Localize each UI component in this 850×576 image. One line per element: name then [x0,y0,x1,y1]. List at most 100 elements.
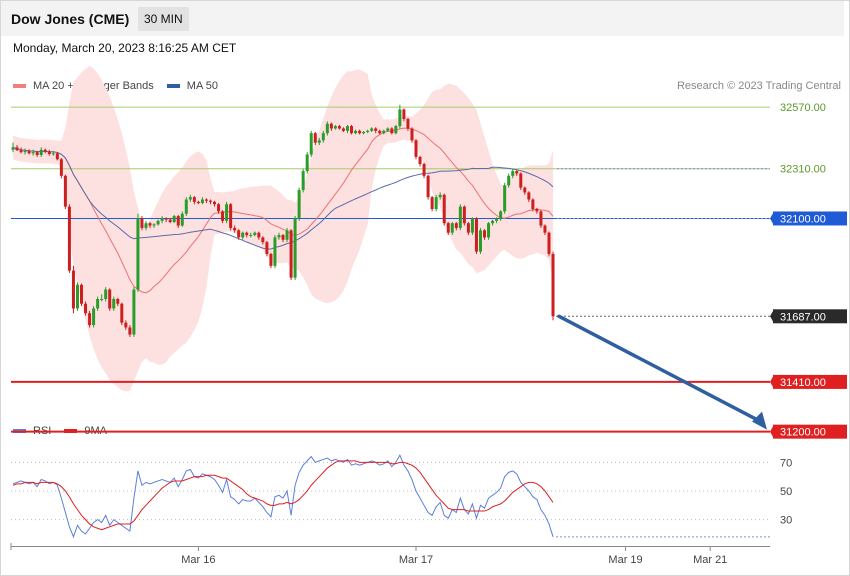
candle-body [128,327,132,335]
candle-body [466,223,470,233]
series-line-RSI [12,454,554,539]
candle-body [531,199,535,209]
candle-body [237,230,241,238]
candle-body [495,218,499,221]
candle-body [148,223,152,226]
candle-body [180,213,184,226]
candle-body [88,313,92,326]
candle-body [225,204,229,221]
last-price-pointer [770,309,774,324]
candle-body [253,232,257,236]
candle-body [67,206,71,271]
candle-body [446,223,450,233]
x-tick-label-mar-19: Mar 19 [608,554,642,566]
candle-body [188,197,192,200]
candle-body [184,199,188,214]
candle-body [410,128,414,141]
level-label-32570.00: 32570.00 [780,102,826,114]
candle-body [543,225,547,233]
candle-body [539,211,543,226]
candle-body [43,149,47,152]
candle-body [269,254,273,266]
level-tag-pointer [770,374,774,389]
candle-body [31,152,35,154]
ma20-line [12,127,554,294]
candle-body [168,219,172,223]
candle-body [430,197,434,209]
candle-body [442,194,446,224]
candle-body [136,218,140,290]
candle-body [406,118,410,129]
candle-body [478,230,482,252]
candle-body [470,218,474,233]
candle-body [329,123,333,129]
level-label-32100.00: 32100.00 [780,213,826,225]
candle-body [245,232,249,236]
candle-body [229,204,233,228]
rsi-tick-label: 30 [780,515,792,527]
candle-body [374,128,378,131]
candle-body [172,216,176,223]
candle-body [519,173,523,188]
last-price-tag [773,309,847,324]
candle-body [23,150,27,153]
candle-body [511,171,515,176]
candle-body [11,147,15,150]
last-price-label: 31687.00 [780,311,826,323]
candle-body [221,211,225,221]
candle-body [483,230,487,238]
candle-body [124,322,128,328]
rsi-tick-label: 50 [780,486,792,498]
candle-body [104,289,108,300]
candle-body [285,230,289,240]
candle-body [15,147,19,151]
candle-body [491,220,495,224]
candle-body [350,126,354,134]
candle-body [140,218,144,228]
candle-body [398,109,402,127]
candle-body [208,200,212,202]
candle-body [249,235,253,237]
candle-body [204,199,208,201]
candle-body [261,237,265,243]
candle-body [75,284,79,309]
ma50-line [12,146,554,250]
candle-body [462,206,466,224]
candle-body [438,194,442,198]
candle-body [51,153,55,155]
candle-body [523,187,527,193]
candle-body [313,133,317,143]
candle-body [547,232,551,254]
candle-body [120,303,124,323]
candle-body [132,289,136,335]
candle-body [418,156,422,164]
candle-body [535,208,539,212]
candle-body [192,197,196,202]
level-tag-32100.00 [773,211,847,226]
candle-body [108,289,112,309]
candle-body [80,284,84,304]
level-tag-pointer [770,211,774,226]
candle-body [305,154,309,172]
candle-body [277,235,281,238]
candle-body [354,130,358,134]
rsi-tick-label: 70 [780,457,792,469]
candle-body [116,299,120,304]
candle-body [281,235,285,240]
candle-body [156,220,160,225]
candle-body [394,126,398,134]
level-label-31200.00: 31200.00 [780,427,826,439]
bollinger-band-fill [13,65,554,392]
level-tag-pointer [770,424,774,439]
candle-body [434,197,438,209]
legend-swatch-ma50 [166,84,180,88]
candle-body [71,270,75,309]
candle-body [402,109,406,119]
legend-item-ma50: MA 50 [166,80,218,92]
candle-body [390,128,394,134]
candle-body [499,211,503,219]
level-label-32310.00: 32310.00 [780,164,826,176]
candle-body [289,230,293,278]
candle-body [176,216,180,226]
timeframe-badge[interactable]: 30 MIN [138,7,189,31]
